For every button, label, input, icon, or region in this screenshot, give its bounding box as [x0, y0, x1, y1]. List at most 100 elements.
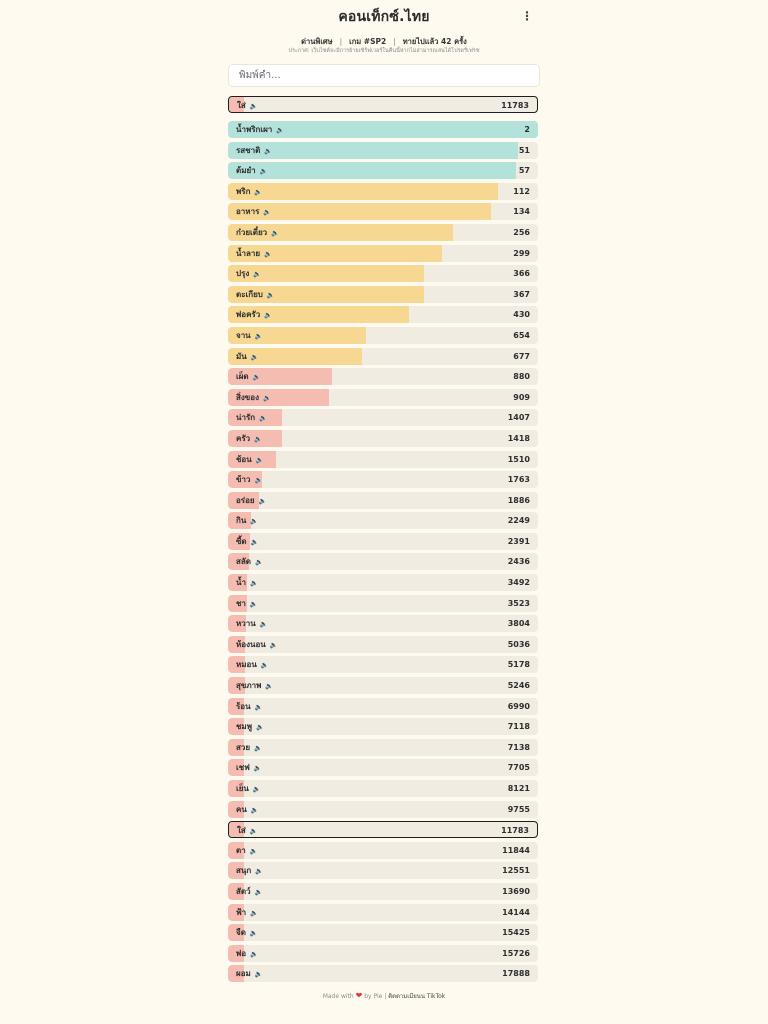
speaker-icon[interactable]: 🔈: [262, 393, 272, 402]
speaker-icon[interactable]: 🔈: [254, 887, 263, 896]
similarity-bar: [228, 862, 244, 880]
similarity-bar: [228, 347, 362, 365]
guess-word: ตะเกียบ: [236, 289, 263, 299]
guess-word: ปรุง: [236, 269, 250, 279]
guess-row: ผอม 🔈 17888: [228, 965, 538, 983]
speaker-icon[interactable]: 🔈: [259, 414, 268, 423]
similarity-bar: [228, 429, 282, 447]
guess-word: พริก: [236, 186, 251, 196]
speaker-icon[interactable]: 🔈: [250, 537, 259, 546]
guess-word: สนุก: [236, 866, 252, 876]
speaker-icon[interactable]: 🔈: [260, 661, 269, 670]
guess-word: สัตว์: [236, 886, 251, 896]
guess-word: ตา: [236, 845, 246, 855]
heart-icon: ❤: [355, 991, 363, 1000]
speaker-icon[interactable]: 🔈: [259, 167, 268, 176]
speaker-icon[interactable]: 🔈: [254, 331, 263, 340]
guess-rank: 1763: [507, 475, 530, 485]
guess-rank: 2391: [507, 536, 530, 546]
similarity-bar: [228, 924, 244, 942]
guess-row: หมอน 🔈 5178: [228, 656, 538, 674]
guess-rank: 112: [513, 186, 530, 196]
guess-row: มัน 🔈 677: [228, 347, 538, 365]
speaker-icon[interactable]: 🔈: [264, 311, 273, 320]
speaker-icon[interactable]: 🔈: [254, 434, 263, 443]
guess-row: เผ็ด 🔈 880: [228, 368, 538, 386]
speaker-icon[interactable]: 🔈: [259, 620, 268, 629]
guess-word: หวาน: [236, 619, 256, 629]
speaker-icon[interactable]: 🔈: [254, 970, 263, 979]
speaker-icon[interactable]: 🔈: [252, 373, 261, 382]
similarity-bar: [228, 738, 245, 756]
similarity-bar: [228, 471, 263, 489]
guess-rank: 3492: [507, 578, 530, 588]
speaker-icon[interactable]: 🔈: [254, 558, 264, 567]
speaker-icon[interactable]: 🔈: [255, 867, 264, 876]
speaker-icon[interactable]: 🔈: [258, 496, 267, 505]
guess-word: จาน: [236, 330, 251, 340]
speaker-icon[interactable]: 🔈: [264, 146, 273, 155]
similarity-bar: [228, 656, 246, 674]
speaker-icon[interactable]: 🔈: [249, 846, 258, 855]
speaker-icon[interactable]: 🔈: [266, 290, 275, 299]
speaker-icon[interactable]: 🔈: [254, 743, 263, 752]
tiktok-link[interactable]: ติดตามเมียนน TikTok: [388, 993, 446, 1000]
guess-row: สัตว์ 🔈 13690: [228, 882, 538, 900]
speaker-icon[interactable]: 🔈: [249, 827, 258, 836]
guess-word: น้ำ: [236, 578, 246, 588]
speaker-icon[interactable]: 🔈: [254, 702, 263, 711]
guess-row: จืด 🔈 15425: [228, 924, 538, 942]
speaker-icon[interactable]: 🔈: [250, 352, 259, 361]
guess-rank: 1418: [507, 433, 530, 443]
guess-rank: 1407: [507, 413, 530, 423]
guess-row: คน 🔈 9755: [228, 800, 538, 818]
guess-word: จืด: [236, 928, 246, 938]
speaker-icon[interactable]: 🔈: [271, 228, 280, 237]
speaker-icon[interactable]: 🔈: [253, 270, 262, 279]
guess-word: ซี้ด: [236, 536, 247, 546]
speaker-icon[interactable]: 🔈: [249, 599, 259, 608]
guess-row: พริก 🔈 112: [228, 182, 538, 200]
similarity-bar: [228, 965, 244, 983]
guess-word: คน: [236, 804, 247, 814]
speaker-icon[interactable]: 🔈: [250, 805, 259, 814]
guess-rank: 2249: [507, 516, 530, 526]
speaker-icon[interactable]: 🔈: [249, 929, 258, 938]
guess-rank: 880: [513, 372, 530, 382]
speaker-icon[interactable]: 🔈: [253, 764, 262, 773]
guess-rank: 256: [513, 227, 530, 237]
guess-rank: 8121: [507, 784, 530, 793]
kebab-menu-icon[interactable]: ⋮: [521, 9, 533, 23]
guess-rank: 1510: [507, 454, 530, 464]
guess-word: ครัว: [236, 433, 251, 443]
speaker-icon[interactable]: 🔈: [252, 785, 261, 793]
guess-row: สวย 🔈 7138: [228, 738, 538, 756]
guess-rank: 15425: [502, 928, 530, 938]
speaker-icon[interactable]: 🔈: [276, 126, 285, 134]
similarity-bar: [228, 203, 491, 221]
guess-row: สนุก 🔈 12551: [228, 862, 538, 880]
speaker-icon[interactable]: 🔈: [250, 517, 259, 526]
speaker-icon[interactable]: 🔈: [249, 579, 259, 588]
speaker-icon[interactable]: 🔈: [254, 187, 263, 196]
guess-word: อร่อย: [236, 495, 255, 505]
guess-row: ข้าว 🔈 1763: [228, 471, 538, 489]
speaker-icon[interactable]: 🔈: [250, 908, 259, 917]
guess-rank: 12551: [502, 866, 530, 876]
speaker-icon[interactable]: 🔈: [255, 455, 264, 464]
speaker-icon[interactable]: 🔈: [250, 949, 259, 958]
guess-rank: 909: [513, 392, 530, 402]
guess-input[interactable]: [228, 64, 540, 87]
speaker-icon[interactable]: 🔈: [254, 476, 263, 485]
speaker-icon[interactable]: 🔈: [249, 102, 258, 110]
speaker-icon[interactable]: 🔈: [269, 640, 278, 649]
speaker-icon[interactable]: 🔈: [265, 682, 274, 691]
guess-word: สลัด: [236, 557, 251, 567]
similarity-bar: [228, 450, 277, 468]
speaker-icon[interactable]: 🔈: [255, 723, 265, 732]
footer-made-with: Made with: [322, 993, 354, 1000]
speaker-icon[interactable]: 🔈: [264, 249, 273, 258]
guess-row: ใส่ 🔈 11783: [228, 821, 538, 839]
speaker-icon[interactable]: 🔈: [263, 208, 272, 217]
guess-rank: 6990: [507, 701, 530, 711]
